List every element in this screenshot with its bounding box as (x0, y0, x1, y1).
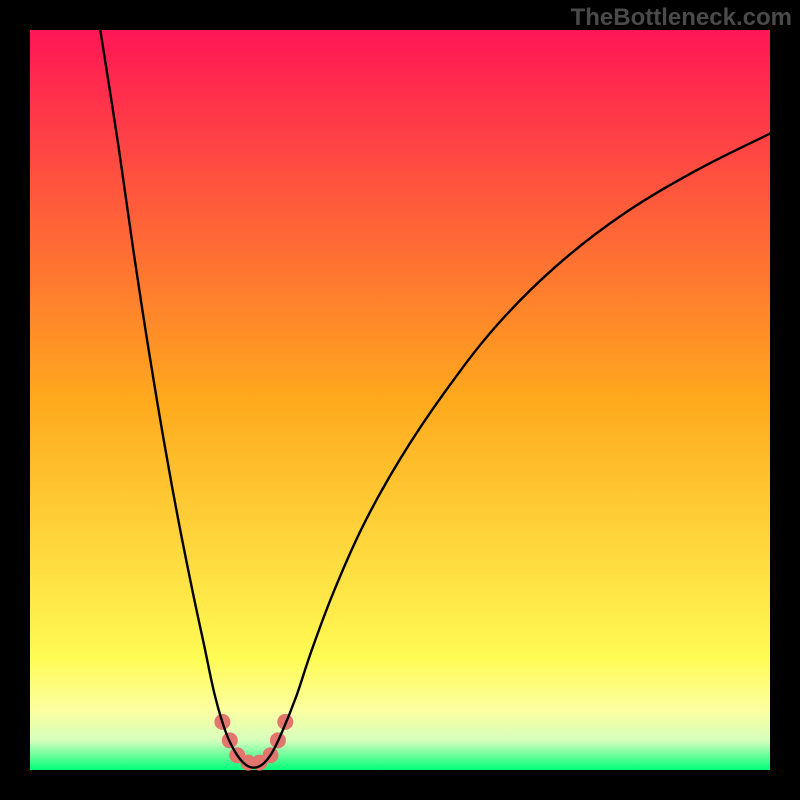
bottleneck-curve (100, 30, 770, 768)
marker-group (214, 714, 293, 771)
chart-container: TheBottleneck.com (0, 0, 800, 800)
curve-layer (0, 0, 800, 800)
watermark-text: TheBottleneck.com (571, 4, 792, 32)
